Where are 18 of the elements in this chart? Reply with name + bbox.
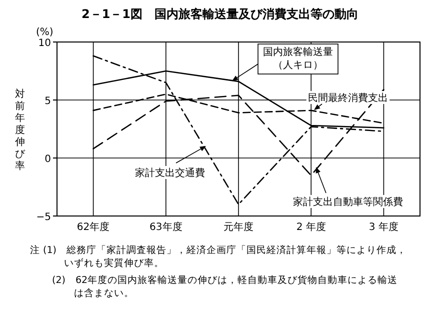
y-axis-title: 対前年度伸び率 bbox=[15, 88, 26, 172]
series-label: 民間最終消費支出 bbox=[308, 92, 388, 104]
y-tick-label: 10 bbox=[38, 38, 51, 49]
text: 国内旅客輸送量（人キロ） bbox=[263, 46, 333, 71]
text: 注 (1) 総務庁「家計調査報告」，経済企画庁「国民経済計算年報」等により作成，いずれも実質伸び率。 bbox=[30, 244, 408, 270]
legend-label: 家計支出交通費 bbox=[135, 167, 205, 179]
x-tick-label: 3 年度 bbox=[368, 221, 398, 233]
text: (2) 62年度の国内旅客輸送量の伸びは，軽自動車及び貨物自動車による輸送は含まない。 bbox=[52, 274, 399, 300]
x-tick-label: 63年度 bbox=[150, 221, 182, 233]
y-tick-label: 5 bbox=[44, 96, 51, 107]
y-tick-label: 0 bbox=[44, 154, 51, 165]
x-tick-label: 2 年度 bbox=[296, 221, 326, 233]
text: (%) bbox=[36, 27, 54, 38]
y-tick-label: −5 bbox=[36, 212, 51, 223]
x-tick-label: 62年度 bbox=[76, 221, 110, 233]
chart-title: 2－1－1図 国内旅客輸送量及び消費支出等の動向 bbox=[81, 7, 359, 21]
x-tick-label: 元年度 bbox=[224, 221, 254, 233]
text: 家計支出自動車等関係費 bbox=[293, 196, 403, 208]
